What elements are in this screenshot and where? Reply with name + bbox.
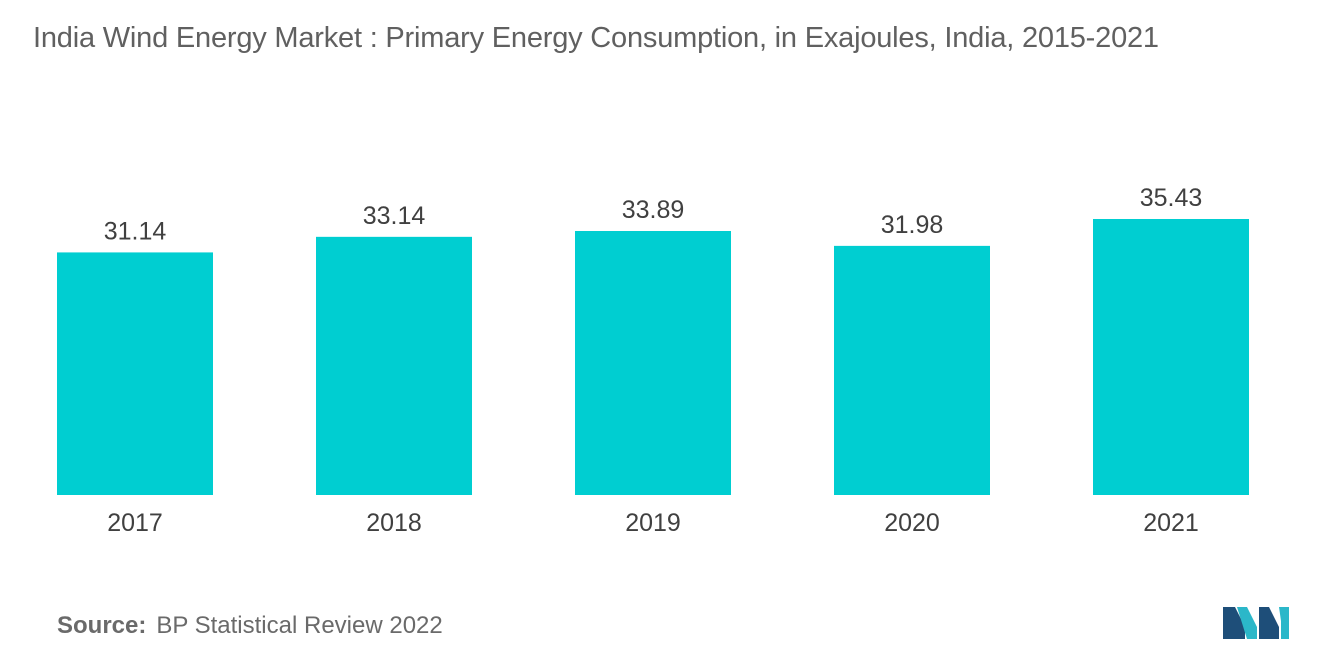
chart-title: India Wind Energy Market : Primary Energ… (33, 22, 1159, 54)
value-label-2019: 33.89 (622, 196, 685, 224)
bar-2021 (1093, 219, 1249, 495)
x-tick-label-2018: 2018 (366, 509, 422, 537)
value-label-2021: 35.43 (1140, 184, 1203, 212)
x-tick-label-2020: 2020 (884, 509, 940, 537)
bar-2018 (316, 236, 472, 496)
x-tick-label-2019: 2019 (625, 509, 681, 537)
bar-2017 (57, 252, 213, 495)
x-tick-label-2017: 2017 (107, 509, 163, 537)
source-text: BP Statistical Review 2022 (156, 612, 443, 639)
value-label-2018: 33.14 (363, 202, 426, 230)
source-label: Source: (57, 612, 147, 639)
mordor-intelligence-logo-icon (1223, 607, 1289, 639)
value-label-2020: 31.98 (881, 211, 944, 239)
bar-2019 (575, 230, 731, 495)
bar-2020 (834, 245, 990, 495)
value-label-2017: 31.14 (104, 217, 167, 245)
bar-chart: 31.14 2017 33.14 2018 33.89 2019 31.98 2020 35.4… (57, 184, 1249, 537)
source-note: Source: BP Statistical Review 2022 (57, 612, 443, 640)
x-tick-label-2021: 2021 (1143, 509, 1199, 537)
